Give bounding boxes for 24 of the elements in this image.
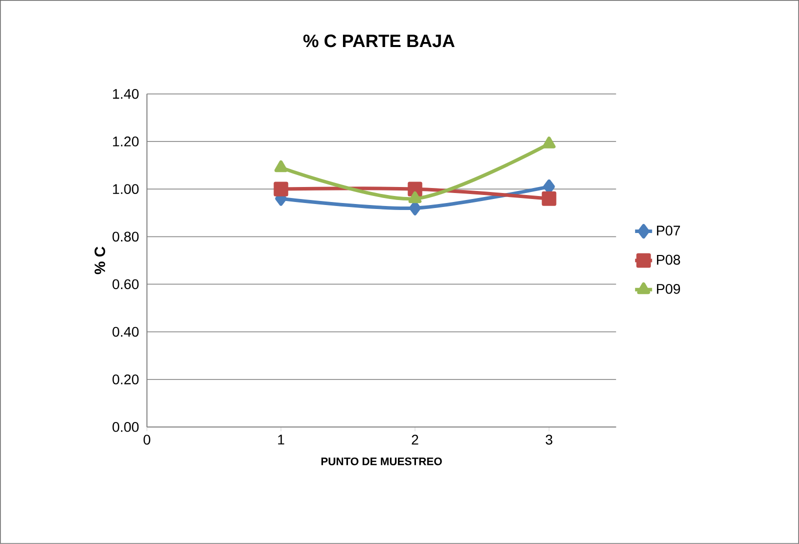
legend-label: P08: [656, 254, 680, 265]
point: [542, 136, 556, 148]
point: [542, 191, 556, 206]
x-tick-label: 1: [278, 434, 284, 444]
y-axis-title: % C: [94, 246, 106, 274]
point: [408, 182, 422, 196]
y-tick-label: 1.20: [113, 136, 139, 146]
x-axis-title: PUNTO DE MUESTREO: [321, 458, 442, 466]
x-tick-label: 2: [412, 434, 418, 445]
point: [274, 160, 288, 172]
x-tick-label: 3: [546, 434, 552, 445]
legend-label: P09: [656, 284, 680, 294]
y-tick-label: 0.20: [112, 374, 139, 384]
y-tick-label: 0.60: [112, 279, 139, 290]
y-tick-label: 0.40: [112, 326, 139, 337]
y-tick-label: 1.40: [113, 88, 139, 99]
legend-label: P07: [656, 226, 680, 236]
point: [274, 182, 288, 196]
chart-title: % C PARTE BAJA: [303, 34, 455, 48]
y-tick-label: 0.80: [112, 232, 139, 242]
x-tick-label: 0: [144, 434, 150, 445]
point: [408, 191, 422, 204]
y-tick-label: 0.00: [112, 422, 139, 432]
y-tick-label: 1.00: [113, 184, 139, 194]
